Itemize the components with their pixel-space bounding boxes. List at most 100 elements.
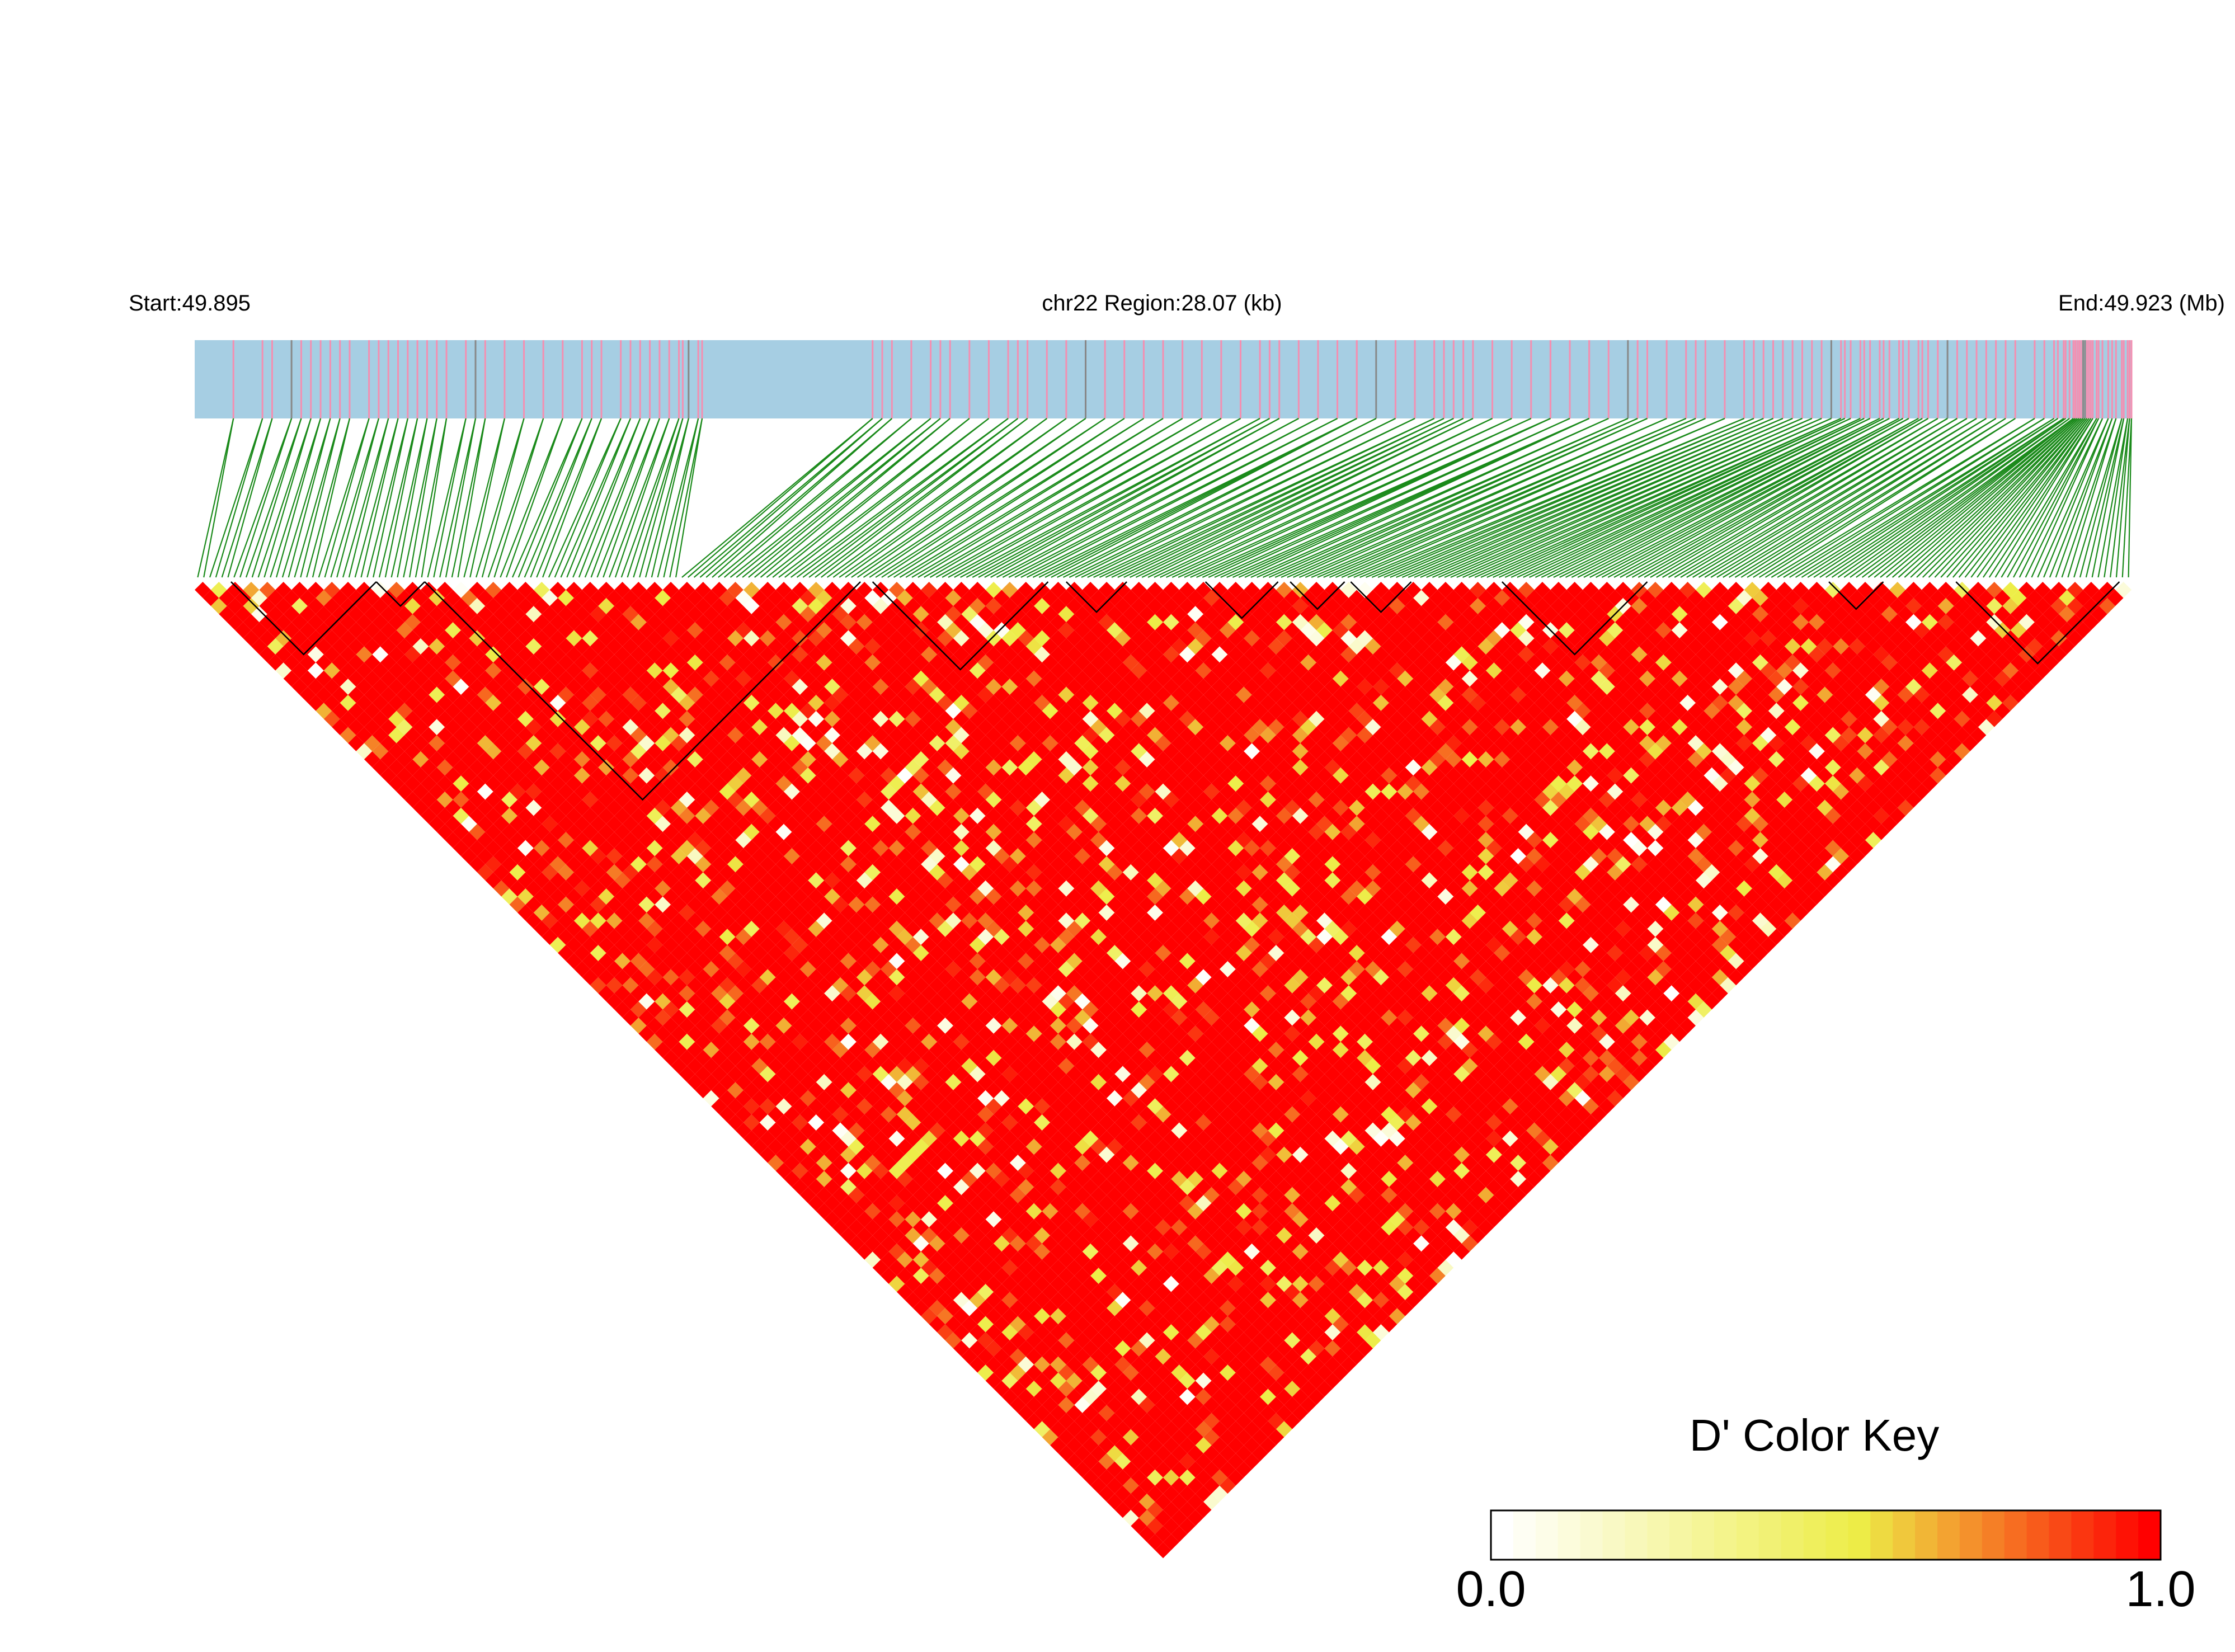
ld-cell (1251, 1429, 1268, 1446)
ld-cell (436, 694, 453, 711)
ld-cell (412, 606, 429, 623)
ld-cell (1018, 1340, 1034, 1357)
ld-cell (937, 1114, 953, 1131)
ld-cell (1025, 1381, 1042, 1397)
ld-cell (953, 1292, 970, 1309)
snp-connector (403, 418, 437, 578)
snp-connector (306, 418, 351, 578)
ld-cell (1187, 1413, 1204, 1429)
ld-cell (436, 775, 453, 792)
snp-connector (1607, 418, 1904, 578)
ld-cell (824, 1146, 840, 1163)
snp-connector (699, 418, 883, 578)
ld-cell (832, 1187, 849, 1203)
ld-cell (291, 597, 308, 614)
snp-connector (1692, 418, 1958, 578)
ld-cell (1082, 1405, 1099, 1422)
ld-cell (1042, 1235, 1058, 1252)
ld-cell (461, 848, 477, 864)
snp-connector (1656, 418, 1929, 578)
ld-cell (1244, 1453, 1260, 1470)
ld-cell (299, 590, 316, 606)
snp-connector (596, 418, 660, 578)
snp-connector (1377, 417, 1754, 578)
snp-connector (275, 418, 322, 578)
ld-cell (429, 799, 445, 816)
ld-cell (420, 679, 437, 695)
ld-cell (881, 1138, 897, 1155)
ld-cell (332, 670, 349, 687)
ld-cell (945, 1251, 962, 1268)
snp-connector (2001, 418, 2097, 578)
ld-cell (905, 1179, 921, 1196)
ld-cell (1001, 1195, 1018, 1212)
ld-cell (977, 1155, 994, 1171)
ld-cell (1179, 1469, 1196, 1486)
snp-connector (832, 418, 1047, 578)
ld-cell (1066, 1421, 1083, 1438)
ld-cell (348, 703, 364, 719)
ld-cell (719, 1074, 736, 1090)
ld-cell (655, 1009, 671, 1026)
ld-cell (396, 638, 413, 655)
ld-cell (533, 823, 550, 840)
ld-cell (840, 1130, 857, 1147)
ld-cell (396, 686, 413, 703)
ld-cell (598, 775, 615, 792)
ld-cell (881, 1058, 897, 1074)
ld-cell (477, 751, 493, 768)
ld-cell (759, 953, 776, 969)
ld-cell (509, 816, 526, 832)
ld-cell (856, 1049, 873, 1066)
ld-cell (679, 888, 695, 905)
ld-cell (824, 1179, 840, 1196)
ld-cell (1171, 1509, 1188, 1526)
ld-cell (1211, 1453, 1228, 1470)
ld-cell (573, 896, 590, 913)
ld-cell (1001, 1340, 1018, 1357)
ld-cell (372, 743, 389, 760)
ld-cell (695, 985, 712, 1002)
ld-cell (307, 582, 324, 598)
ld-cell (1147, 1437, 1163, 1453)
ld-cell (1163, 1437, 1179, 1453)
snp-connector (408, 418, 437, 578)
ld-cell (977, 1251, 994, 1268)
snp-connector (1002, 418, 1299, 578)
ld-cell (856, 1211, 873, 1227)
ld-cell (1122, 1461, 1139, 1478)
ld-cell (1090, 1268, 1107, 1284)
ld-cell (469, 743, 486, 760)
ld-cell (1219, 1477, 1236, 1494)
ld-cell (953, 1211, 970, 1227)
snp-connector (264, 418, 312, 578)
ld-cell (251, 606, 267, 623)
region-end-label: End:49.923 (Mb) (2058, 291, 2225, 316)
snp-connector (1353, 417, 1725, 578)
ld-cell (719, 977, 736, 994)
ld-cell (558, 767, 574, 784)
ld-cell (501, 710, 517, 727)
ld-cell (1107, 1381, 1123, 1397)
ld-cell (840, 1082, 857, 1099)
snp-connector (2043, 418, 2109, 578)
ld-cell (1122, 1332, 1139, 1349)
ld-cell (1090, 1348, 1107, 1365)
ld-cell (1147, 1453, 1163, 1470)
ld-cell (655, 1042, 671, 1058)
ld-cell (477, 703, 493, 719)
ld-cell (477, 719, 493, 736)
ld-cell (929, 1251, 945, 1268)
snp-connector (1977, 418, 2092, 578)
ld-cell (469, 775, 486, 792)
ld-cell (977, 1283, 994, 1300)
ld-cell (340, 597, 356, 614)
ld-cell (195, 582, 211, 598)
ld-cell (985, 1292, 1002, 1309)
ld-cell (864, 1187, 881, 1203)
ld-cell (1034, 1340, 1051, 1357)
ld-cell (735, 1074, 752, 1090)
ld-cell (719, 993, 736, 1010)
ld-cell (429, 606, 445, 623)
ld-cell (1001, 1308, 1018, 1325)
